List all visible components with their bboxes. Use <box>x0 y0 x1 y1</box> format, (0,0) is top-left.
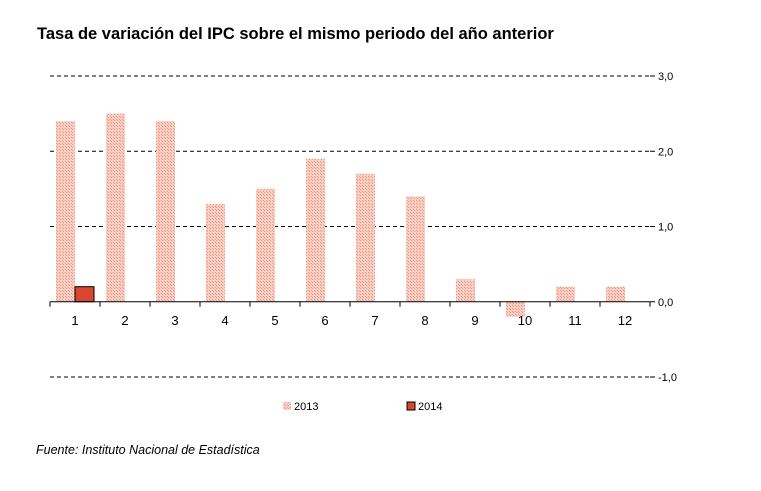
x-tick-label: 1 <box>71 313 78 328</box>
grid-lines <box>50 75 650 378</box>
bar-2013 <box>506 301 525 317</box>
x-tick-label: 12 <box>618 313 632 328</box>
legend-swatch-2013 <box>283 402 291 410</box>
y-tick-label: 2,0 <box>658 146 673 158</box>
source-note: Fuente: Instituto Nacional de Estadístic… <box>36 443 260 457</box>
bar-2013 <box>456 279 475 302</box>
legend-label-2014: 2014 <box>418 401 442 413</box>
legend-swatch-2014 <box>406 401 416 411</box>
x-tick-label: 3 <box>171 313 178 328</box>
axes: 3,02,01,00,0-1,01 2 3 4 5 6 7 8 9 10 11 12 <box>49 71 677 384</box>
x-tick-label: 2 <box>121 313 128 328</box>
x-tick-label: 11 <box>568 313 582 328</box>
bar-2013 <box>256 188 275 302</box>
bar-2013 <box>556 286 575 302</box>
bar-2013 <box>606 286 625 302</box>
y-tick-label: -1,0 <box>658 372 677 384</box>
bar-2013 <box>106 113 125 302</box>
bar-2014 <box>74 286 95 303</box>
legend-label-2013: 2013 <box>294 401 318 413</box>
x-tick-label: 9 <box>471 313 478 328</box>
x-tick-label: 5 <box>271 313 278 328</box>
bar-2013 <box>406 196 425 302</box>
x-tick-label: 6 <box>321 313 328 328</box>
x-tick-label: 7 <box>371 313 378 328</box>
bar-2013 <box>306 158 325 302</box>
x-tick-label: 8 <box>421 313 428 328</box>
chart-title: Tasa de variación del IPC sobre el mismo… <box>37 25 554 43</box>
bar-2013 <box>56 121 75 302</box>
bar-2013 <box>156 121 175 302</box>
y-tick-label: 3,0 <box>658 71 673 83</box>
y-tick-label: 0,0 <box>658 297 673 309</box>
x-tick-label: 10 <box>518 313 532 328</box>
legend: 2013 2014 <box>283 401 442 413</box>
bar-2013 <box>206 203 225 302</box>
bar-2013 <box>356 173 375 302</box>
bars <box>56 113 625 317</box>
x-tick-label: 4 <box>221 313 228 328</box>
y-tick-label: 1,0 <box>658 222 673 234</box>
